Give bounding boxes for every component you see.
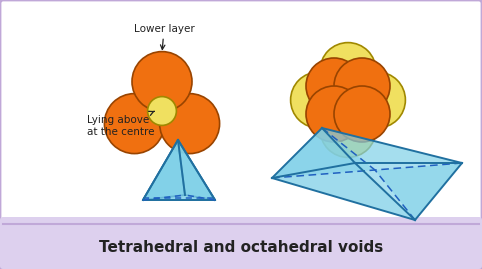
Polygon shape bbox=[272, 128, 355, 178]
Circle shape bbox=[306, 58, 362, 114]
Polygon shape bbox=[143, 195, 215, 200]
Circle shape bbox=[160, 94, 220, 154]
FancyBboxPatch shape bbox=[0, 217, 482, 269]
Circle shape bbox=[349, 72, 405, 128]
Bar bbox=[3, 223, 479, 266]
Polygon shape bbox=[143, 140, 215, 200]
Text: Lower layer: Lower layer bbox=[134, 24, 194, 49]
Polygon shape bbox=[375, 163, 462, 220]
Text: Lying above
at the centre: Lying above at the centre bbox=[87, 111, 155, 137]
Circle shape bbox=[132, 52, 192, 112]
Circle shape bbox=[320, 43, 376, 99]
Polygon shape bbox=[272, 163, 415, 220]
Text: Tetrahedral and octahedral voids: Tetrahedral and octahedral voids bbox=[99, 239, 383, 254]
Circle shape bbox=[291, 72, 347, 128]
Circle shape bbox=[105, 94, 164, 154]
Polygon shape bbox=[355, 163, 462, 220]
Circle shape bbox=[147, 97, 176, 125]
Polygon shape bbox=[178, 140, 215, 200]
Polygon shape bbox=[322, 128, 462, 163]
Circle shape bbox=[334, 86, 390, 142]
Circle shape bbox=[334, 58, 390, 114]
Polygon shape bbox=[272, 128, 375, 178]
Polygon shape bbox=[143, 140, 185, 200]
Circle shape bbox=[306, 86, 362, 142]
Circle shape bbox=[320, 101, 376, 157]
